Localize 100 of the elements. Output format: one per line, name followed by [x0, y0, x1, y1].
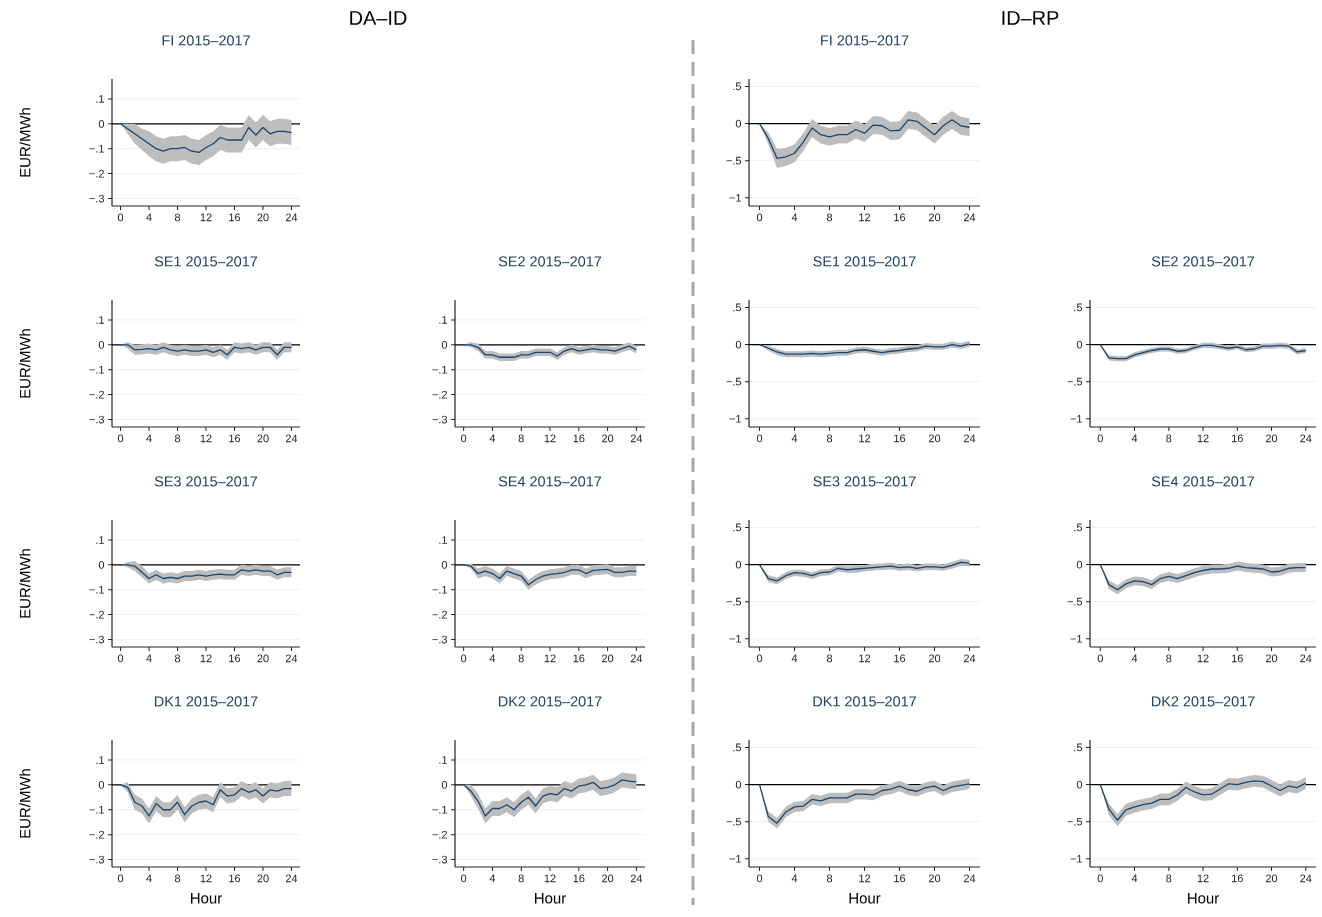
x-tick-label: 12 — [200, 874, 212, 883]
x-tick-label: 16 — [229, 434, 241, 443]
chart-title: SE4 2015–2017 — [498, 476, 602, 487]
x-tick-label: 24 — [285, 874, 298, 883]
chart-title: SE2 2015–2017 — [1151, 256, 1255, 267]
x-tick-label: 16 — [894, 654, 906, 663]
x-tick-label: 4 — [489, 874, 496, 883]
x-tick-label: 8 — [826, 213, 833, 222]
x-tick-label: 8 — [826, 874, 833, 883]
x-tick-label: 24 — [630, 434, 643, 443]
y-tick-label: 0 — [735, 340, 742, 349]
x-tick-label: 24 — [630, 654, 643, 663]
y-tick-label: −.2 — [89, 830, 104, 839]
x-tick-label: 24 — [285, 434, 298, 443]
y-tick-label: −.3 — [89, 635, 104, 644]
y-tick-label: 0 — [98, 780, 105, 789]
x-tick-label: 12 — [1197, 434, 1209, 443]
x-tick-label: 12 — [544, 654, 556, 663]
x-tick-label: 4 — [791, 654, 798, 663]
y-tick-label: −.5 — [726, 156, 742, 165]
x-axis-title: Hour — [191, 893, 222, 904]
y-tick-label: 0 — [1076, 780, 1083, 789]
x-tick-label: 8 — [1166, 654, 1172, 663]
y-tick-label: .5 — [733, 743, 742, 752]
x-tick-label: 24 — [963, 874, 976, 883]
y-tick-label: 0 — [441, 780, 448, 789]
line-series — [119, 784, 293, 817]
y-tick-label: .5 — [1074, 523, 1083, 532]
y-axis-title: EUR/MWh — [19, 108, 31, 177]
x-tick-label: 12 — [544, 874, 556, 883]
x-tick-label: 0 — [117, 654, 124, 663]
x-tick-label: 0 — [756, 213, 763, 222]
x-tick-label: 20 — [257, 874, 269, 883]
y-tick-label: −1 — [1070, 415, 1082, 423]
x-tick-label: 8 — [518, 434, 524, 443]
chart-title: SE1 2015–2017 — [154, 256, 258, 267]
x-tick-label: 8 — [174, 654, 181, 663]
y-tick-label: −1 — [729, 635, 741, 643]
y-tick-label: .1 — [439, 756, 447, 764]
y-tick-label: .5 — [1074, 303, 1083, 312]
y-tick-label: 0 — [441, 340, 448, 349]
x-tick-label: 12 — [200, 434, 212, 443]
y-tick-label: −1 — [729, 855, 741, 863]
y-tick-label: −.1 — [432, 805, 447, 814]
y-tick-label: −.1 — [432, 365, 447, 374]
text: ID–RP — [1002, 11, 1059, 25]
line-series — [463, 779, 638, 817]
y-tick-label: −.1 — [89, 585, 104, 594]
x-tick-label: 16 — [894, 434, 906, 443]
y-tick-label: −.5 — [1067, 377, 1083, 386]
y-tick-label: −.2 — [432, 830, 447, 839]
y-tick-label: −.5 — [1067, 817, 1083, 826]
line-series — [119, 344, 293, 356]
x-tick-label: 12 — [1197, 874, 1209, 883]
y-tick-label: −.3 — [432, 855, 448, 864]
y-axis-title: EUR/MWh — [19, 769, 31, 838]
x-tick-label: 8 — [174, 434, 181, 443]
y-tick-label: −.5 — [726, 597, 742, 606]
chart-title: FI 2015–2017 — [162, 35, 250, 46]
y-tick-label: −1 — [1070, 855, 1082, 863]
y-tick-label: 0 — [735, 119, 742, 128]
x-tick-label: 24 — [963, 434, 976, 443]
x-tick-label: 12 — [544, 434, 556, 443]
x-tick-label: 12 — [859, 654, 871, 663]
x-tick-label: 20 — [257, 213, 269, 222]
y-tick-label: −.3 — [432, 635, 448, 644]
chart-title: DK1 2015–2017 — [154, 696, 258, 707]
x-tick-label: 16 — [229, 654, 241, 663]
y-tick-label: −.1 — [89, 805, 104, 814]
y-tick-label: −.5 — [726, 817, 742, 826]
y-tick-label: .1 — [439, 316, 447, 324]
x-tick-label: 20 — [257, 654, 269, 663]
x-tick-label: 8 — [826, 654, 833, 663]
x-tick-label: 12 — [859, 434, 871, 443]
x-tick-label: 8 — [826, 434, 833, 443]
y-tick-label: 0 — [441, 560, 448, 569]
y-tick-label: −.5 — [726, 377, 742, 386]
chart-title: SE3 2015–2017 — [813, 476, 916, 487]
x-tick-label: 0 — [756, 434, 763, 443]
y-tick-label: −.2 — [89, 169, 104, 178]
x-tick-label: 0 — [756, 874, 763, 883]
x-tick-label: 16 — [894, 874, 906, 883]
x-axis-title: Hour — [849, 893, 881, 904]
y-tick-label: .1 — [439, 536, 447, 544]
x-tick-label: 0 — [1097, 874, 1103, 883]
x-tick-label: 16 — [1232, 874, 1243, 883]
y-tick-label: −1 — [1070, 635, 1082, 643]
x-tick-label: 4 — [489, 654, 496, 663]
chart-title: DK2 2015–2017 — [498, 696, 602, 707]
x-tick-label: 12 — [1197, 654, 1209, 663]
y-tick-label: .5 — [733, 303, 742, 312]
x-tick-label: 8 — [1166, 874, 1172, 883]
y-tick-label: .1 — [96, 316, 104, 324]
x-tick-label: 20 — [1265, 434, 1278, 443]
x-tick-label: 16 — [573, 654, 585, 663]
x-tick-label: 0 — [461, 654, 467, 663]
y-tick-label: .1 — [96, 756, 104, 764]
x-tick-label: 24 — [285, 654, 298, 663]
line-series — [119, 564, 293, 580]
x-tick-label: 4 — [146, 434, 152, 443]
